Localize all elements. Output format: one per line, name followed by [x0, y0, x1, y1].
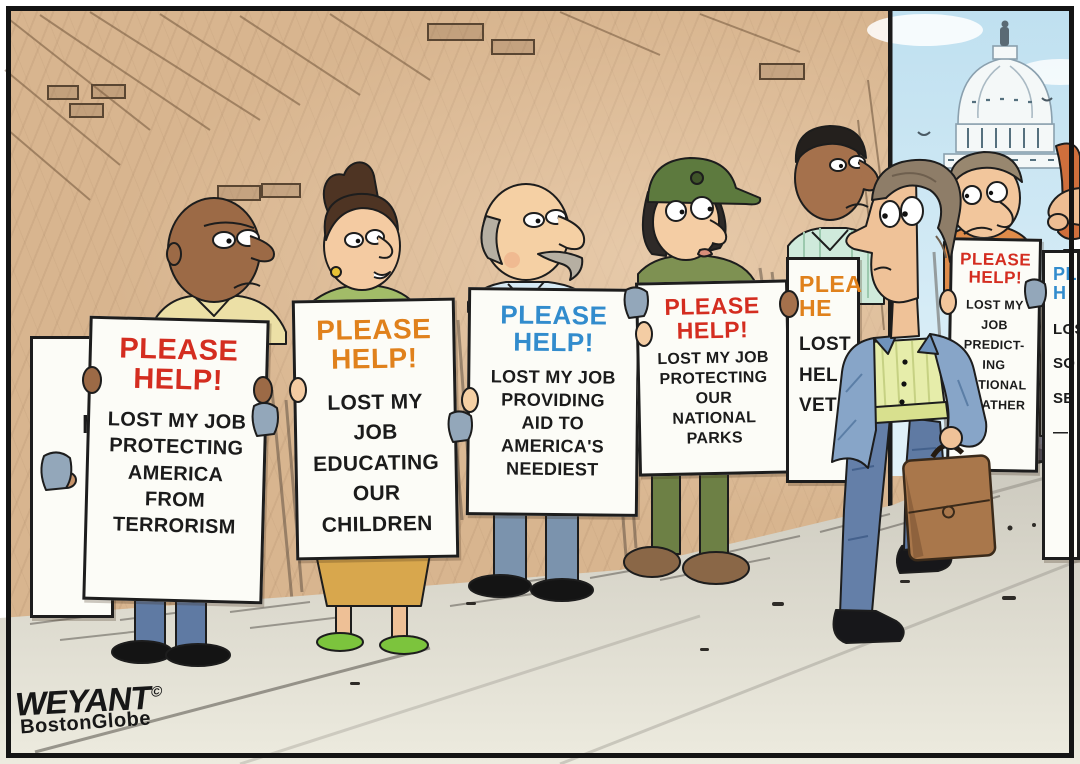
sign-body: LOS SO SE —: [1053, 320, 1080, 442]
sign-neediest: PLEASE HELP! LOST MY JOB PROVIDING AID T…: [465, 287, 641, 517]
copyright-mark: ©: [150, 683, 163, 701]
sign-header: PLEASE HELP!: [315, 313, 432, 376]
sign-header: PLEASE HELP!: [664, 292, 760, 344]
sign-weather: PLEASE HELP! LOST MY JOB PREDICT- ING NA…: [945, 237, 1043, 473]
sign-header: PL H: [1053, 264, 1078, 303]
sign-education: PLEASE HELP! LOST MY JOB EDUCATING OUR C…: [291, 297, 460, 561]
sign-body: LOST MY JOB PROTECTING OUR NATIONAL PARK…: [657, 349, 769, 448]
sign-body: LOST HEL VET!: [799, 334, 851, 417]
sign-body: LOST MY JOB PREDICT- ING NATIONAL WEATHE…: [960, 297, 1027, 413]
sign-header: PLEASE HELP!: [118, 332, 239, 398]
sign-fragment-right: PL H LOS SO SE —: [1042, 250, 1080, 560]
sign-header: PLEASE HELP!: [500, 299, 608, 358]
sign-header: PLEASE HELP!: [959, 249, 1032, 288]
sign-body: LOST MY JOB PROTECTING AMERICA FROM TERR…: [107, 408, 247, 540]
sign-body: LOST MY JOB EDUCATING OUR CHILDREN: [312, 389, 440, 537]
sign-body: LOST MY JOB PROVIDING AID TO AMERICA'S N…: [490, 365, 616, 480]
sign-national-parks: PLEASE HELP! LOST MY JOB PROTECTING OUR …: [634, 279, 793, 477]
sign-veterans-fragment: PLEA HE LOST HEL VET!: [786, 257, 863, 483]
sign-terrorism: PLEASE HELP! LOST MY JOB PROTECTING AMER…: [82, 315, 270, 605]
sign-header: PLEA HE: [799, 271, 863, 322]
